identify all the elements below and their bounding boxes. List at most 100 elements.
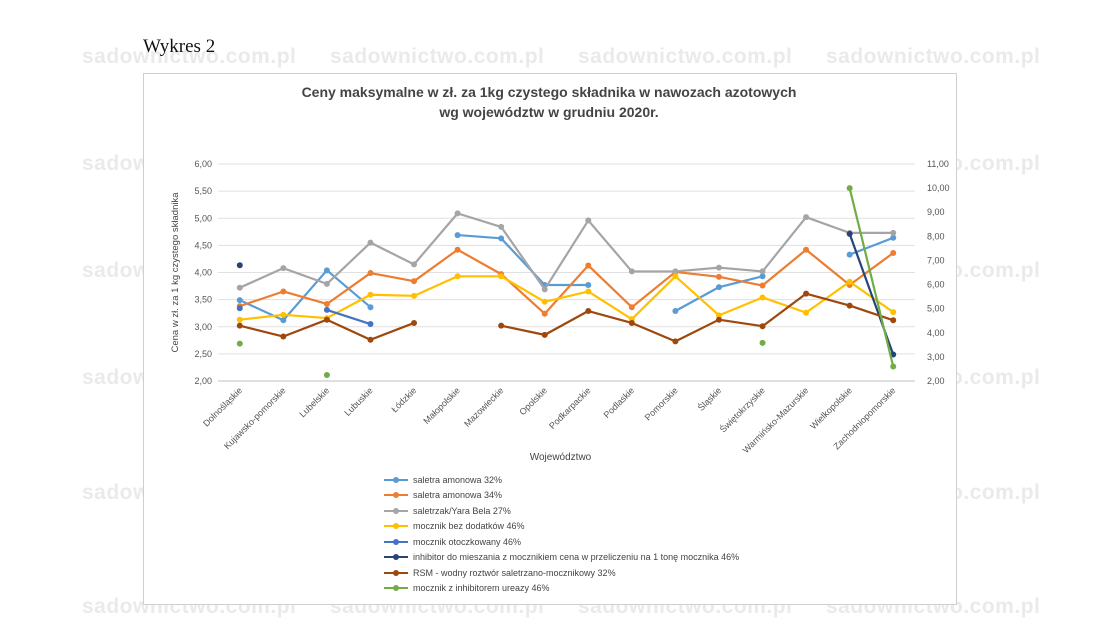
legend-label: inhibitor do mieszania z mocznikiem cena… [413, 552, 740, 563]
data-point [280, 317, 287, 324]
data-point [759, 273, 766, 280]
data-point [236, 297, 243, 304]
series-line [239, 212, 894, 291]
data-point [803, 246, 810, 253]
series-line [239, 248, 894, 315]
data-point [715, 273, 722, 280]
chart-legend: saletra amonowa 32% saletra amonowa 34% sa… [384, 472, 739, 596]
y-right-tick-label: 4,00 [927, 328, 945, 338]
data-point [585, 262, 592, 269]
data-point [323, 306, 330, 313]
data-point [759, 282, 766, 289]
chart-title-line-2: wg województw w grudniu 2020r. [439, 104, 659, 120]
data-point [323, 316, 330, 323]
legend-item: RSM - wodny roztwór saletrzano-mocznikow… [384, 565, 739, 581]
data-point [585, 217, 592, 224]
data-point [367, 239, 374, 246]
legend-label: saletra amonowa 34% [413, 490, 503, 501]
y-left-tick-label: 4,50 [194, 240, 212, 250]
legend-swatch [384, 521, 408, 531]
data-point [454, 210, 461, 217]
data-point [498, 322, 505, 329]
legend-item: inhibitor do mieszania z mocznikiem cena… [384, 550, 739, 566]
y-left-tick-label: 3,50 [194, 295, 212, 305]
y-right-tick-label: 8,00 [927, 231, 945, 241]
data-point [715, 312, 722, 319]
legend-label: RSM - wodny roztwór saletrzano-mocznikow… [413, 567, 616, 578]
x-tick-label: Podlaskie [602, 385, 637, 420]
x-tick-label: Śląskie [695, 385, 723, 413]
legend-swatch [384, 490, 408, 500]
x-tick-label: Lubuskie [342, 385, 375, 418]
legend-label: mocznik z inhibitorem ureazy 46% [413, 583, 550, 594]
legend-item: saletrzak/Yara Bela 27% [384, 503, 739, 519]
data-point [541, 331, 548, 338]
data-point [280, 265, 287, 272]
figure-caption: Wykres 2 [143, 36, 216, 57]
data-point [803, 309, 810, 316]
y-left-tick-label: 2,00 [194, 376, 212, 386]
x-tick-label: Małopolskie [421, 385, 462, 426]
data-point [411, 319, 418, 326]
data-point [846, 185, 853, 192]
legend-swatch [384, 537, 408, 547]
x-tick-label: Lubelskie [297, 385, 331, 419]
series-line [500, 292, 894, 343]
y-right-tick-label: 11,00 [927, 159, 949, 169]
legend-swatch [384, 583, 408, 593]
data-point [890, 363, 897, 370]
data-point [411, 292, 418, 299]
series-line [674, 275, 763, 312]
data-point [498, 223, 505, 230]
y-right-tick-label: 10,00 [927, 183, 950, 193]
data-point [367, 304, 374, 311]
watermark: sadownictwo.com.pl [330, 45, 545, 68]
legend-swatch [384, 552, 408, 562]
data-point [759, 268, 766, 275]
y-right-tick-label: 3,00 [927, 352, 945, 362]
series-line [848, 187, 895, 367]
data-point [498, 235, 505, 242]
data-point [541, 298, 548, 305]
chart-title: Ceny maksymalne w zł. za 1kg czystego sk… [143, 82, 955, 122]
x-tick-label: Wielkopolskie [808, 385, 854, 431]
data-point [323, 267, 330, 274]
chart-title-line-1: Ceny maksymalne w zł. za 1kg czystego sk… [301, 84, 797, 100]
series-line [239, 275, 894, 321]
data-point [715, 264, 722, 271]
data-point [672, 273, 679, 280]
legend-label: saletrzak/Yara Bela 27% [413, 505, 511, 516]
x-tick-label: Świętokrzyskie [717, 385, 767, 435]
data-point [890, 309, 897, 316]
y-left-tick-label: 4,00 [194, 268, 212, 278]
data-point [672, 338, 679, 345]
data-point [585, 281, 592, 288]
data-point [454, 246, 461, 253]
data-point [280, 333, 287, 340]
data-point [585, 288, 592, 295]
chart-frame [143, 73, 957, 605]
x-tick-label: Pomorskie [643, 385, 680, 422]
data-point [759, 294, 766, 301]
data-point [890, 249, 897, 256]
y-left-tick-label: 5,00 [194, 213, 212, 223]
legend-item: mocznik z inhibitorem ureazy 46% [384, 581, 739, 597]
y-left-tick-label: 6,00 [194, 159, 212, 169]
data-point [323, 371, 330, 378]
y-right-tick-label: 7,00 [927, 255, 945, 265]
data-point [541, 286, 548, 293]
data-point [846, 278, 853, 285]
legend-label: saletra amonowa 32% [413, 474, 503, 485]
watermark: sadownictwo.com.pl [826, 45, 1041, 68]
y-left-tick-label: 2,50 [194, 349, 212, 359]
legend-swatch [384, 475, 408, 485]
legend-label: mocznik bez dodatków 46% [413, 521, 525, 532]
data-point [890, 317, 897, 324]
data-point [628, 304, 635, 311]
data-point [759, 339, 766, 346]
data-point [541, 310, 548, 317]
watermark: sadownictwo.com.pl [578, 45, 793, 68]
data-point [846, 251, 853, 258]
data-point [411, 261, 418, 268]
x-axis-label: Województwo [530, 452, 592, 463]
